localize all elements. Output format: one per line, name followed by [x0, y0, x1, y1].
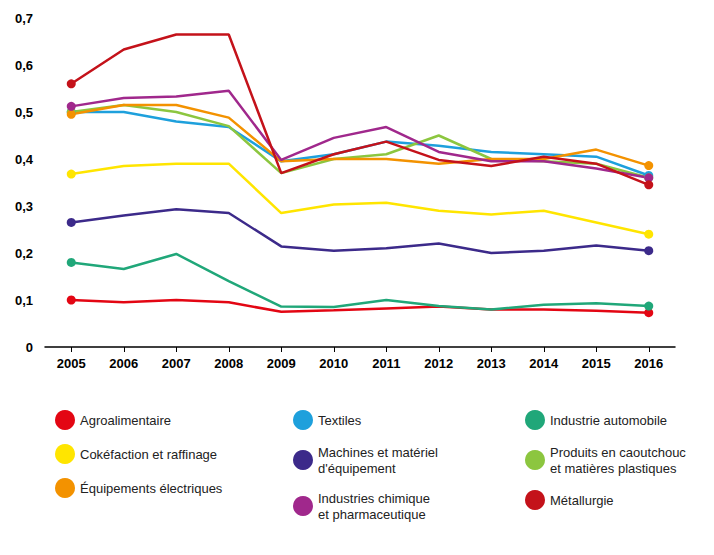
svg-text:Industries chimique: Industries chimique	[318, 491, 430, 506]
svg-text:0: 0	[26, 340, 33, 355]
svg-text:2011: 2011	[372, 356, 400, 371]
svg-text:2015: 2015	[582, 356, 611, 371]
svg-text:Machines et matériel: Machines et matériel	[318, 445, 438, 460]
svg-text:2009: 2009	[267, 356, 296, 371]
svg-text:2006: 2006	[109, 356, 138, 371]
svg-text:Équipements électriques: Équipements électriques	[80, 481, 223, 496]
svg-text:Produits en caoutchouc: Produits en caoutchouc	[550, 445, 686, 460]
svg-text:d'équipement: d'équipement	[318, 461, 396, 476]
svg-text:2012: 2012	[424, 356, 453, 371]
svg-text:Métallurgie: Métallurgie	[550, 493, 614, 508]
svg-text:0,3: 0,3	[15, 199, 33, 214]
svg-text:2016: 2016	[634, 356, 663, 371]
svg-text:2010: 2010	[319, 356, 348, 371]
svg-text:et pharmaceutique: et pharmaceutique	[318, 507, 426, 522]
svg-text:0,7: 0,7	[15, 11, 33, 26]
svg-text:2005: 2005	[57, 356, 86, 371]
svg-text:2007: 2007	[162, 356, 191, 371]
svg-text:2008: 2008	[214, 356, 243, 371]
svg-text:0,2: 0,2	[15, 246, 33, 261]
svg-text:0,5: 0,5	[15, 105, 33, 120]
svg-text:et matières plastiques: et matières plastiques	[550, 461, 677, 476]
svg-text:Textiles: Textiles	[318, 413, 362, 428]
svg-text:0,1: 0,1	[15, 293, 33, 308]
svg-text:2013: 2013	[477, 356, 506, 371]
svg-text:0,6: 0,6	[15, 58, 33, 73]
svg-text:Industrie automobile: Industrie automobile	[550, 413, 667, 428]
svg-text:2014: 2014	[529, 356, 559, 371]
svg-text:Cokéfaction et raffinage: Cokéfaction et raffinage	[80, 447, 217, 462]
svg-text:0,4: 0,4	[15, 152, 34, 167]
svg-text:Agroalimentaire: Agroalimentaire	[80, 413, 171, 428]
